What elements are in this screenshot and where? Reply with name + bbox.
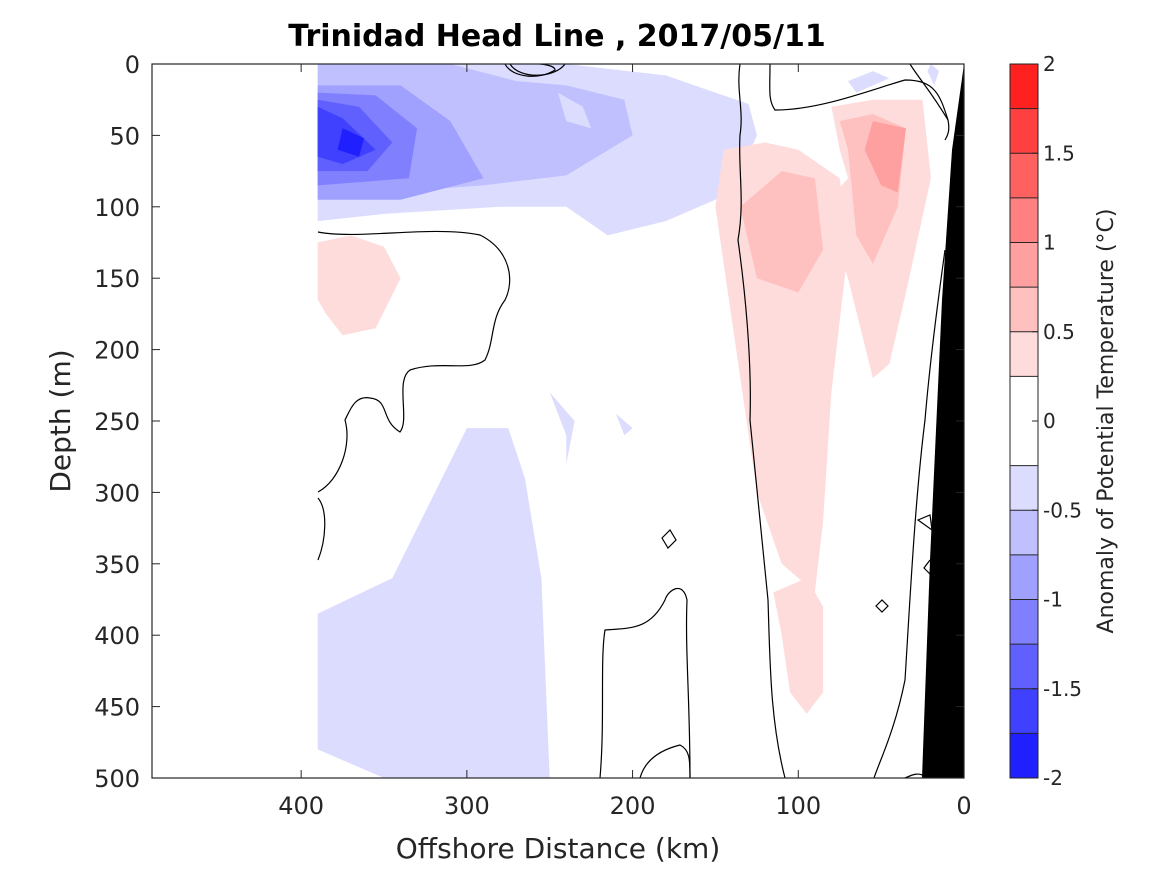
colorbar-tick-label: -1.5: [1043, 677, 1082, 701]
contour-line: [317, 497, 326, 561]
y-tick-label: 500: [94, 765, 140, 793]
x-tick-label: 0: [956, 792, 971, 820]
anomaly-region-6: [337, 128, 365, 157]
y-tick-label: 400: [94, 622, 140, 650]
y-tick-label: 50: [109, 122, 140, 150]
y-tick-label: 0: [125, 51, 140, 79]
colorbar-segment: [1010, 644, 1038, 689]
colorbar-tick-label: -2: [1043, 766, 1063, 790]
colorbar-segment: [1010, 242, 1038, 288]
anomaly-region-13: [616, 413, 633, 436]
anomaly-region-11: [317, 428, 550, 778]
y-axis-ticks: 0 50 100 150 200 250 300 350 400 450 500: [94, 51, 964, 793]
colorbar-ticks: 2 1.5 1 0.5 0 -0.5 -1 -1.5 -2: [1032, 52, 1082, 790]
colorbar-tick-label: 0.5: [1043, 320, 1075, 344]
y-tick-label: 350: [94, 551, 140, 579]
contour-line: [317, 230, 511, 493]
contour-line: [909, 64, 950, 141]
colorbar-tick-label: 1: [1043, 231, 1056, 255]
anomaly-region-18: [864, 121, 906, 193]
plot-area: [152, 64, 964, 778]
colorbar-segment: [1010, 599, 1038, 645]
contour-line: [599, 587, 691, 778]
colorbar-segment: [1010, 197, 1038, 243]
colorbar-segment: [1010, 688, 1038, 734]
y-tick-label: 300: [94, 479, 140, 507]
contour-line: [769, 64, 949, 121]
colorbar-segment: [1010, 465, 1038, 511]
anomaly-region-8: [848, 71, 890, 93]
y-tick-label: 150: [94, 265, 140, 293]
colorbar-tick-label: -0.5: [1043, 498, 1082, 522]
y-tick-label: 250: [94, 408, 140, 436]
contour-line: [873, 249, 946, 778]
colorbar-segment: [1010, 733, 1038, 778]
colorbar-segment: [1010, 64, 1038, 109]
x-tick-label: 100: [775, 792, 821, 820]
contour-line: [639, 744, 691, 778]
x-tick-label: 400: [278, 792, 324, 820]
anomaly-region-16: [740, 171, 824, 293]
colorbar-segment: [1010, 108, 1038, 154]
colorbar-label: Anomaly of Potential Temperature (°C): [1094, 209, 1119, 634]
colorbar-tick-label: 1.5: [1043, 141, 1075, 165]
anomaly-fills: [317, 64, 940, 778]
anomaly-region-10: [317, 235, 401, 336]
anomaly-region-19: [773, 578, 824, 714]
contour-line: [737, 64, 786, 778]
colorbar-tick-label: -1: [1043, 588, 1063, 612]
y-tick-label: 200: [94, 337, 140, 365]
colorbar-segment: [1010, 287, 1038, 332]
contour-line: [923, 559, 931, 575]
anomaly-region-7: [558, 92, 592, 129]
chart-title: Trinidad Head Line , 2017/05/11: [288, 19, 825, 54]
contour-line: [916, 514, 933, 532]
contour-line: [509, 64, 566, 76]
anomaly-region-9: [927, 64, 940, 86]
colorbar-segment: [1010, 510, 1038, 555]
colorbar-tick-label: 2: [1043, 52, 1056, 76]
x-axis-label: Offshore Distance (km): [396, 832, 721, 865]
contour-line: [661, 529, 677, 549]
colorbar-segment: [1010, 554, 1038, 600]
colorbar-tick-label: 0: [1043, 409, 1056, 433]
anomaly-region-12: [549, 392, 575, 464]
y-tick-label: 100: [94, 194, 140, 222]
y-axis-label: Depth (m): [44, 349, 77, 492]
colorbar-segment: [1010, 153, 1038, 198]
y-tick-label: 450: [94, 694, 140, 722]
colorbar-segment: [1010, 331, 1038, 377]
x-tick-label: 300: [444, 792, 490, 820]
x-tick-label: 200: [610, 792, 656, 820]
seafloor-bathymetry: [922, 64, 964, 778]
x-axis-ticks: 400 300 200 100 0: [278, 64, 972, 820]
contour-line: [875, 599, 889, 613]
zero-contours: [317, 64, 950, 778]
